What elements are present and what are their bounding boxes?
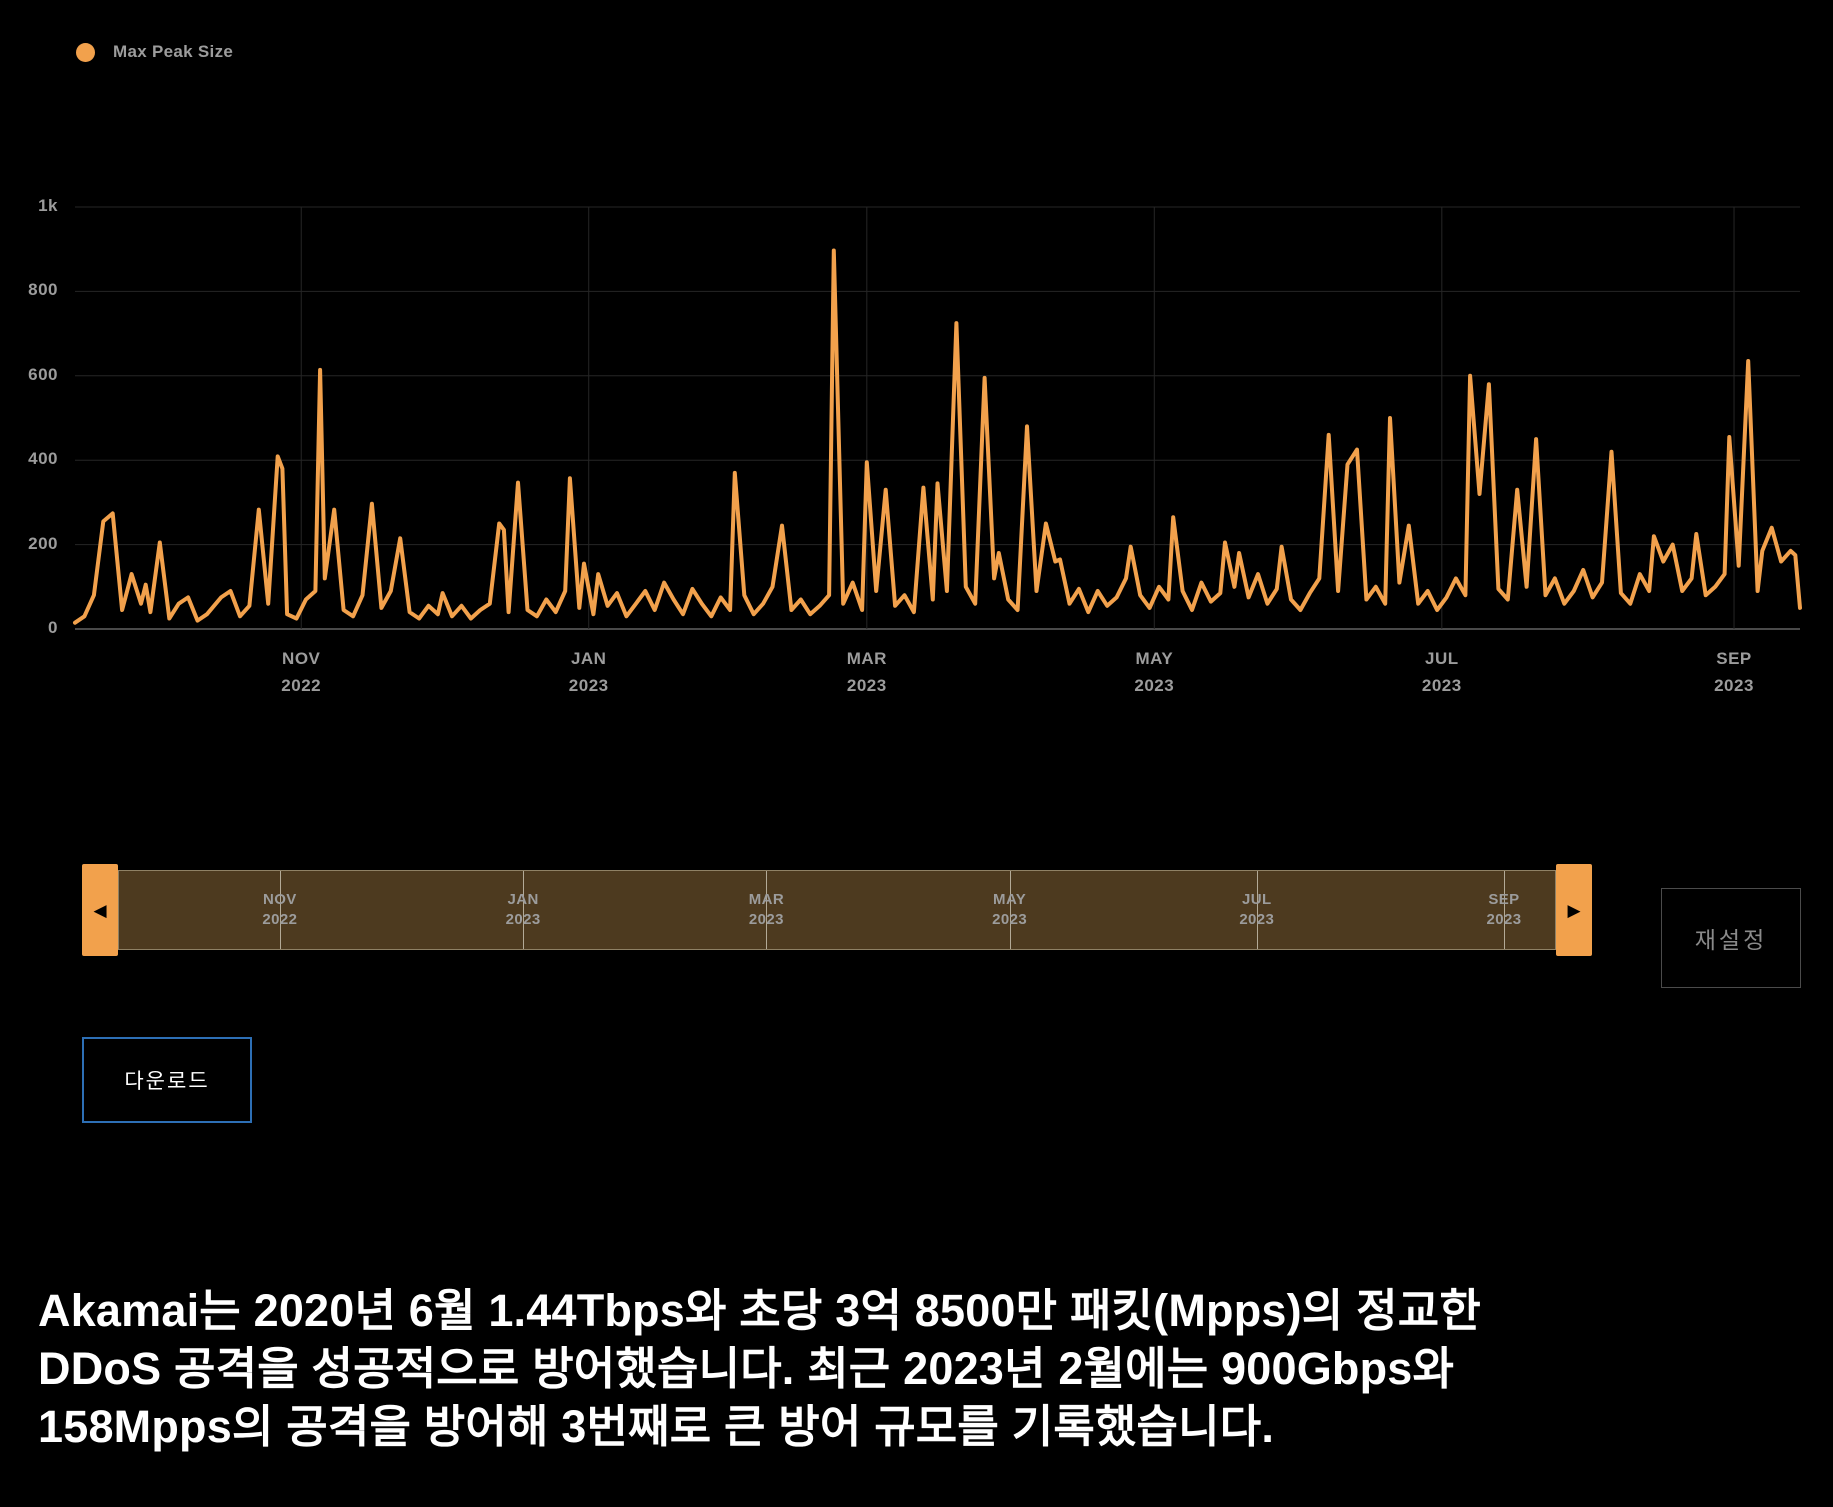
y-axis-tick-label: 1k — [38, 196, 58, 215]
y-axis-tick-label: 200 — [28, 533, 58, 553]
slider-tick-label: SEP 2023 — [1459, 890, 1549, 930]
slider-right-arrow-icon: ▶ — [1567, 900, 1581, 920]
x-axis-tick-label: SEP 2023 — [1679, 645, 1789, 699]
caption-text: Akamai는 2020년 6월 1.44Tbps와 초당 3억 8500만 패… — [38, 1282, 1578, 1456]
x-axis-tick-label: NOV 2022 — [246, 645, 356, 699]
slider-tick-text: 2023 — [748, 911, 784, 928]
x-axis-tick-text: JAN — [570, 649, 607, 668]
slider-tick-text: 2022 — [262, 911, 298, 928]
line-chart: 0 200 400 600 800 1k NOV 2022 JAN 2023 MAR 2023 MAY… — [0, 0, 1833, 720]
y-axis-tick-label: 800 — [28, 280, 58, 300]
caption-line-1: Akamai는 2020년 6월 1.44Tbps와 초당 3억 8500만 패… — [38, 1285, 1481, 1336]
x-axis-tick-text: 2023 — [1421, 676, 1462, 695]
slider-tick-text: SEP — [1488, 891, 1520, 908]
x-axis-tick-text: MAR — [846, 649, 887, 668]
series-line-max-peak-size — [73, 248, 1802, 625]
reset-button[interactable]: 재설정 — [1661, 888, 1801, 988]
slider-tick-label: JUL 2023 — [1212, 890, 1302, 930]
x-axis-tick-text: SEP — [1716, 649, 1752, 668]
slider-tick-line — [279, 871, 281, 949]
x-axis-tick-text: 2022 — [281, 676, 322, 695]
chart-svg — [73, 206, 1802, 630]
slider-track[interactable]: NOV 2022 JAN 2023 MAR 2023 MAY 2023 JUL 2023 SEP 20… — [118, 870, 1556, 950]
x-axis-tick-label: JAN 2023 — [534, 645, 644, 699]
legend-series-dot-icon — [76, 42, 95, 62]
caption-line-2: DDoS 공격을 성공적으로 방어했습니다. 최근 2023년 2월에는 900… — [38, 1343, 1455, 1394]
slider-tick-text: JUL — [1242, 891, 1272, 908]
y-axis-tick-label: 600 — [28, 364, 58, 384]
slider-tick-line — [1009, 871, 1011, 949]
y-axis-tick-label: 400 — [28, 449, 58, 469]
slider-tick-line — [1256, 871, 1258, 949]
slider-tick-text: 2023 — [505, 911, 541, 928]
slider-tick-text: NOV — [263, 891, 297, 908]
x-axis-tick-text: NOV — [282, 649, 321, 668]
chart-legend: Max Peak Size — [76, 42, 233, 62]
caption-line-3: 158Mpps의 공격을 방어해 3번째로 큰 방어 규모를 기록했습니다. — [38, 1401, 1275, 1452]
time-range-slider[interactable]: ◀ NOV 2022 JAN 2023 MAR 2023 MAY 2023 JUL 2023 SEP… — [82, 864, 1592, 956]
x-axis-tick-text: 2023 — [846, 676, 887, 695]
y-axis-tick-label: 0 — [48, 618, 58, 637]
slider-tick-label: NOV 2022 — [235, 890, 325, 930]
x-axis-tick-text: JUL — [1424, 649, 1459, 668]
slider-tick-line — [766, 871, 768, 949]
slider-left-handle[interactable]: ◀ — [82, 864, 118, 956]
x-axis-tick-label: MAY 2023 — [1099, 645, 1209, 699]
slider-right-handle[interactable]: ▶ — [1556, 864, 1592, 956]
x-axis-tick-label: MAR 2023 — [812, 645, 922, 699]
slider-tick-label: JAN 2023 — [478, 890, 568, 930]
x-axis-tick-text: 2023 — [1134, 676, 1175, 695]
slider-left-arrow-icon: ◀ — [93, 900, 107, 920]
slider-tick-text: MAY — [993, 891, 1027, 908]
slider-tick-text: JAN — [507, 891, 539, 908]
legend-series-label: Max Peak Size — [113, 42, 234, 61]
x-axis-tick-text: 2023 — [1714, 676, 1754, 695]
slider-tick-line — [1503, 871, 1505, 949]
download-button[interactable]: 다운로드 — [82, 1037, 252, 1123]
slider-tick-label: MAY 2023 — [965, 890, 1055, 930]
slider-tick-label: MAR 2023 — [721, 890, 811, 930]
slider-tick-text: 2023 — [992, 911, 1028, 928]
slider-tick-text: 2023 — [1239, 911, 1275, 928]
slider-tick-text: MAR — [748, 891, 785, 908]
slider-tick-line — [523, 871, 525, 949]
x-axis-tick-text: MAY — [1135, 649, 1174, 668]
x-axis-tick-text: 2023 — [568, 676, 609, 695]
slider-tick-text: 2023 — [1486, 911, 1522, 928]
x-axis-tick-label: JUL 2023 — [1387, 645, 1497, 699]
